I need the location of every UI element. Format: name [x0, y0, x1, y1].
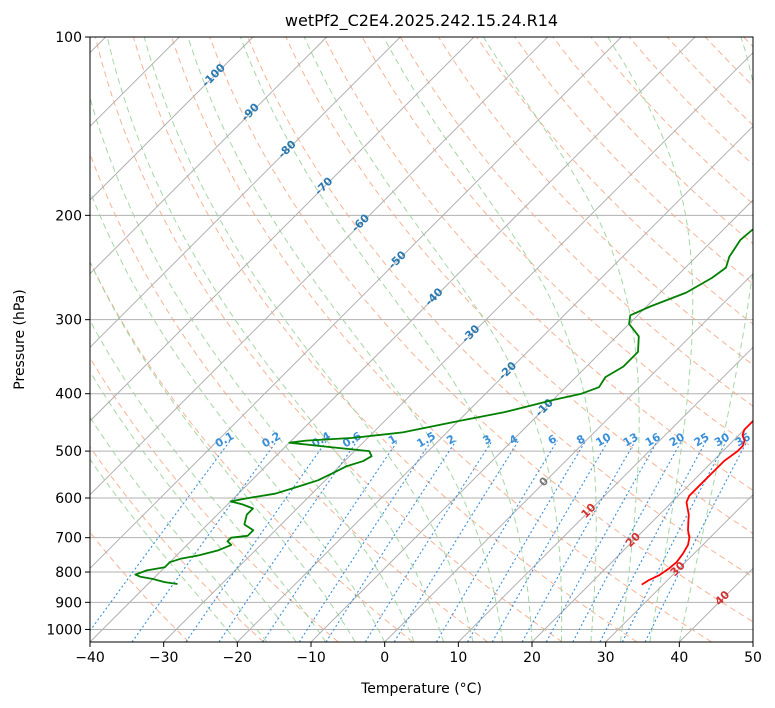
isotherm-line [90, 37, 401, 349]
y-tick-label: 500 [55, 444, 82, 460]
y-tick-label: 300 [55, 313, 82, 329]
mixing-ratio-line [325, 440, 457, 642]
y-tick-label: 800 [55, 565, 82, 581]
dry-adiabat [285, 37, 753, 535]
y-tick-label: 1000 [46, 622, 82, 638]
dry-adiabat [90, 446, 264, 642]
x-tick-label: 50 [744, 650, 762, 666]
mixing-ratio-line [644, 440, 748, 642]
mixing-ratio-line [491, 440, 609, 642]
dry-adiabat [514, 37, 753, 285]
moist-adiabat [187, 37, 503, 642]
moist-adiabat [90, 370, 297, 642]
temperature-profile [641, 419, 753, 586]
y-axis-label: Pressure (hPa) [12, 289, 28, 389]
dry-adiabat [247, 37, 753, 578]
mixing-ratio-line [298, 440, 432, 642]
mixing-ratio-lines [90, 440, 748, 642]
y-tick-label: 100 [55, 30, 82, 46]
y-tick-label: 200 [55, 208, 82, 224]
mixing-ratio-line [467, 440, 587, 642]
x-axis-ticks: −40 −30 −20 −10 0 10 20 30 40 50 [75, 642, 762, 666]
mixing-ratio-line [90, 440, 231, 632]
dry-adiabat [132, 37, 638, 642]
mixing-ratio-line [131, 440, 278, 642]
mixing-ratio-line [599, 440, 707, 642]
x-tick-label: −30 [149, 650, 179, 666]
sounding-profiles [134, 228, 753, 586]
isotherm-line [90, 37, 328, 275]
isotherm-line [163, 51, 753, 642]
isotherm-line [605, 493, 753, 642]
mixing-ratio-line [393, 440, 520, 642]
moist-adiabat [678, 37, 753, 642]
x-tick-label: 0 [380, 650, 389, 666]
moist-adiabat [143, 37, 474, 642]
mixing-ratio-line [262, 440, 399, 642]
moist-adiabat [90, 458, 238, 642]
moist-adiabat [303, 37, 563, 642]
isotherm-line [236, 125, 753, 642]
y-tick-label: 700 [55, 531, 82, 547]
isotherm-line [90, 37, 475, 422]
isotherm-line [310, 199, 753, 642]
mixing-ratio-line [364, 440, 493, 642]
isotherm-lines [90, 37, 753, 642]
chart-title: wetPf2_C2E4.2025.242.15.24.R14 [285, 11, 558, 31]
isotherm-line [90, 37, 622, 570]
isotherm-line [90, 37, 696, 642]
y-tick-label: 400 [55, 387, 82, 403]
mixing-ratio-line [521, 440, 637, 642]
x-tick-label: 30 [597, 650, 615, 666]
moist-adiabat [90, 416, 268, 642]
moist-adiabat [90, 319, 327, 642]
isotherm-line [457, 346, 753, 642]
moist-adiabat [607, 37, 694, 642]
x-axis-label: Temperature (°C) [360, 681, 482, 697]
dry-adiabat [94, 37, 563, 642]
isotherm-line [90, 37, 549, 496]
dry-adiabat [476, 37, 753, 325]
isotherm-line [384, 272, 753, 642]
mixing-ratio-line [185, 440, 328, 642]
x-tick-label: 40 [670, 650, 688, 666]
moist-adiabat [383, 37, 597, 642]
y-tick-label: 900 [55, 595, 82, 611]
moist-adiabat [482, 37, 640, 642]
dewpoint-profile [134, 228, 753, 585]
moist-adiabat [90, 189, 386, 642]
moist-adiabat [239, 37, 533, 642]
x-tick-label: 10 [449, 650, 467, 666]
x-tick-label: −20 [223, 650, 253, 666]
isotherm-line [90, 37, 254, 201]
mixing-ratio-line [572, 440, 683, 642]
mixing-ratio-line [435, 440, 558, 642]
moist-adiabat [90, 260, 356, 642]
x-tick-label: 20 [523, 650, 541, 666]
x-tick-label: −40 [75, 650, 105, 666]
dry-adiabat [323, 37, 753, 491]
plot-frame [89, 36, 754, 643]
mixing-ratio-line [545, 440, 659, 642]
moist-adiabat [106, 37, 445, 642]
dry-adiabat [209, 37, 753, 623]
pressure-gridlines [90, 37, 753, 630]
isotherm-line [531, 420, 753, 642]
y-axis-ticks: 100 200 300 400 500 600 700 800 900 1000 [46, 30, 90, 638]
mixing-ratio-line [621, 440, 728, 642]
dry-adiabat [171, 37, 712, 642]
y-tick-label: 600 [55, 491, 82, 507]
moist-adiabats [90, 37, 753, 642]
x-tick-label: −10 [296, 650, 326, 666]
